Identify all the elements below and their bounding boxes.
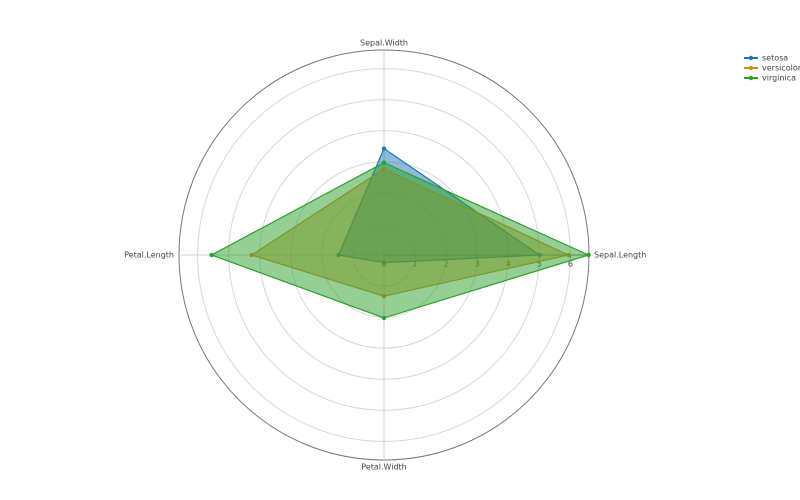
legend-marker [748, 75, 754, 81]
point [209, 252, 214, 258]
point [381, 315, 387, 321]
legend-label: setosa [762, 54, 788, 63]
point [381, 160, 387, 165]
axis-label: Sepal.Width [360, 39, 408, 48]
legend-label: virginica [762, 74, 796, 83]
axis-label: Petal.Width [361, 463, 407, 472]
radial-tick-label: 6 [568, 260, 573, 269]
point [381, 146, 387, 151]
legend-label: versicolor [762, 64, 800, 73]
series-area [210, 161, 591, 319]
point [586, 252, 591, 258]
axis-label: Petal.Length [124, 251, 174, 260]
legend-marker [748, 55, 754, 61]
legend-item: setosa [744, 54, 788, 63]
legend-item: virginica [744, 74, 796, 83]
legend-item: versicolor [744, 64, 800, 73]
legend-marker [748, 65, 754, 71]
axis-label: Sepal.Length [594, 251, 646, 260]
